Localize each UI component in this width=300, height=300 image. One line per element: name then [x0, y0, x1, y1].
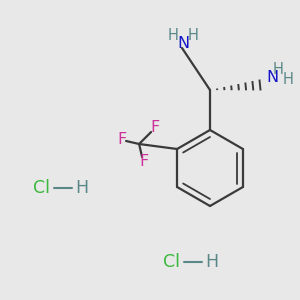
Text: Cl: Cl	[34, 179, 50, 197]
Text: H: H	[168, 28, 178, 44]
Text: F: F	[140, 154, 149, 169]
Text: F: F	[151, 121, 160, 136]
Text: F: F	[118, 131, 127, 146]
Text: H: H	[75, 179, 88, 197]
Text: Cl: Cl	[164, 253, 181, 271]
Text: H: H	[188, 28, 198, 44]
Text: H: H	[273, 61, 283, 76]
Text: H: H	[283, 73, 293, 88]
Text: N: N	[177, 37, 189, 52]
Text: N: N	[266, 70, 278, 85]
Text: H: H	[206, 253, 219, 271]
